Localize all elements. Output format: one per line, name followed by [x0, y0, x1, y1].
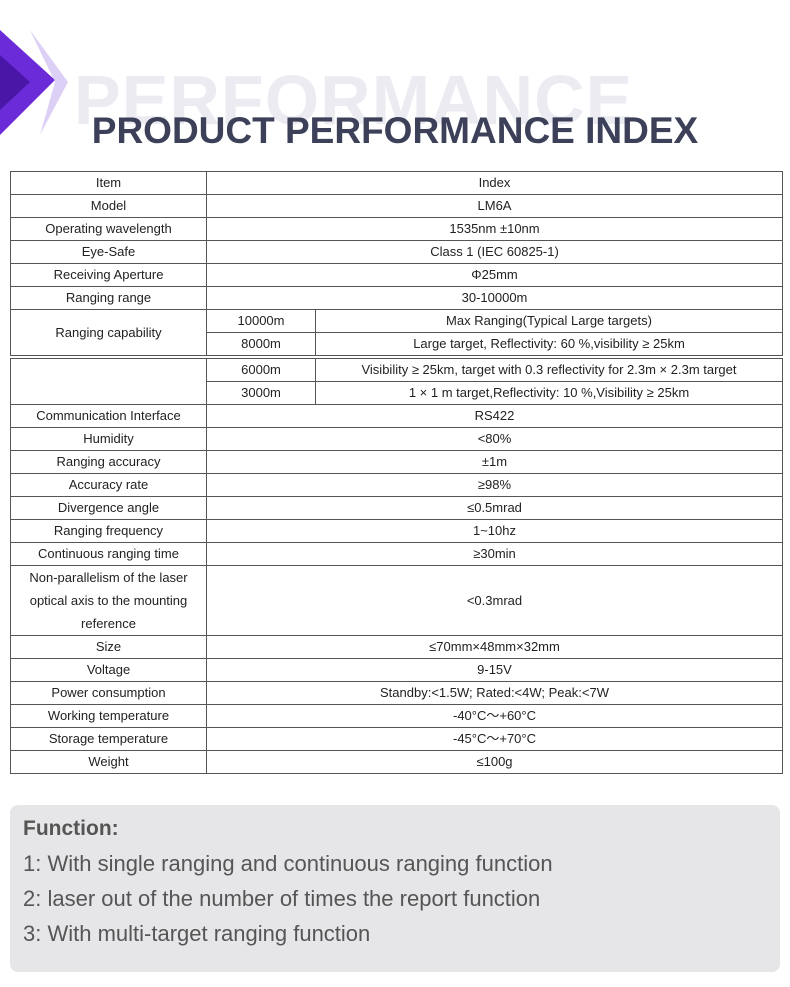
value-cell: Max Ranging(Typical Large targets): [315, 309, 783, 333]
value-cell: Visibility ≥ 25km, target with 0.3 refle…: [315, 358, 783, 382]
item-cell: Continuous ranging time: [10, 542, 207, 566]
range-cell: 10000m: [206, 309, 316, 333]
item-cell: Model: [10, 194, 207, 218]
spec-table: Item Index Model LM6A Operating wavelength 1…: [10, 171, 783, 356]
page-title: PRODUCT PERFORMANCE INDEX: [91, 110, 699, 151]
value-cell: ≥98%: [206, 473, 783, 497]
range-cell: 6000m: [206, 358, 316, 382]
item-cell: Storage temperature: [10, 727, 207, 751]
value-cell: ≤0.5mrad: [206, 496, 783, 520]
range-cell: 8000m: [206, 332, 316, 356]
watermark: PERFORMANCE: [74, 61, 634, 139]
value-cell: 1~10hz: [206, 519, 783, 543]
value-cell: Large target, Reflectivity: 60 %,visibil…: [315, 332, 783, 356]
value-cell: 30-10000m: [206, 286, 783, 310]
function-title: Function:: [23, 817, 119, 840]
function-item: 3: With multi-target ranging function: [23, 921, 371, 946]
value-cell: <0.3mrad: [206, 565, 783, 636]
item-cell: Weight: [10, 750, 207, 774]
function-item: 2: laser out of the number of times the …: [23, 886, 541, 911]
function-box: Function: 1: With single ranging and con…: [10, 805, 780, 972]
value-cell: ≤70mm×48mm×32mm: [206, 635, 783, 659]
value-cell: <80%: [206, 427, 783, 451]
item-cell: Receiving Aperture: [10, 263, 207, 287]
item-cell: Operating wavelength: [10, 217, 207, 241]
value-cell: -45°C～+70°C: [206, 727, 783, 751]
item-cell: [10, 358, 207, 405]
item-cell: Power consumption: [10, 681, 207, 705]
value-cell: ±1m: [206, 450, 783, 474]
value-cell: 1535nm ±10nm: [206, 217, 783, 241]
item-cell: Non-parallelism of the laser optical axi…: [10, 565, 207, 636]
item-cell: Ranging frequency: [10, 519, 207, 543]
item-cell: Voltage: [10, 658, 207, 682]
item-cell: Humidity: [10, 427, 207, 451]
item-cell: Ranging capability: [10, 309, 207, 356]
header-cell: Index: [206, 171, 783, 195]
item-cell: Working temperature: [10, 704, 207, 728]
value-cell: -40°C～+60°C: [206, 704, 783, 728]
value-cell: 1 × 1 m target,Reflectivity: 10 %,Visibi…: [315, 381, 783, 405]
value-cell: 9-15V: [206, 658, 783, 682]
function-item: 1: With single ranging and continuous ra…: [23, 851, 553, 876]
value-cell: ≥30min: [206, 542, 783, 566]
item-cell: Accuracy rate: [10, 473, 207, 497]
header-cell: Item: [10, 171, 207, 195]
item-cell: Ranging range: [10, 286, 207, 310]
value-cell: Φ25mm: [206, 263, 783, 287]
item-cell: Eye-Safe: [10, 240, 207, 264]
item-cell: Ranging accuracy: [10, 450, 207, 474]
item-cell: Communication Interface: [10, 404, 207, 428]
value-cell: Class 1 (IEC 60825-1): [206, 240, 783, 264]
value-cell: LM6A: [206, 194, 783, 218]
value-cell: RS422: [206, 404, 783, 428]
spec-table: 6000m Visibility ≥ 25km, target with 0.3 …: [10, 358, 783, 774]
item-cell: Size: [10, 635, 207, 659]
value-cell: ≤100g: [206, 750, 783, 774]
item-cell: Divergence angle: [10, 496, 207, 520]
logo-shape: [0, 30, 68, 135]
range-cell: 3000m: [206, 381, 316, 405]
value-cell: Standby:<1.5W; Rated:<4W; Peak:<7W: [206, 681, 783, 705]
